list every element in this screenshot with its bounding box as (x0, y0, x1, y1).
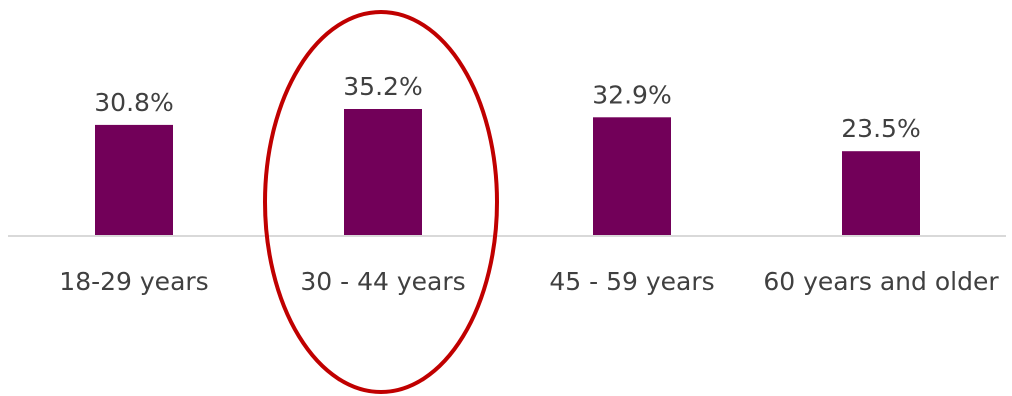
bar-value-label-3: 32.9% (592, 80, 671, 109)
labels-layer: 30.8% 18-29 years 35.2% 30 - 44 years 32.9% 4… (59, 72, 999, 296)
category-label-4: 60 years and older (763, 267, 999, 296)
bar-4 (842, 151, 920, 236)
category-label-3: 45 - 59 years (549, 267, 714, 296)
bar-3 (593, 117, 671, 236)
bar-value-label-4: 23.5% (841, 114, 920, 143)
category-label-1: 18-29 years (59, 267, 208, 296)
bar-value-label-2: 35.2% (343, 72, 422, 101)
bar-value-label-1: 30.8% (94, 88, 173, 117)
category-label-2: 30 - 44 years (300, 267, 465, 296)
bars-layer (95, 109, 920, 236)
bar-1 (95, 124, 173, 236)
highlight-ellipse (263, 10, 499, 394)
bar-2 (344, 109, 422, 236)
